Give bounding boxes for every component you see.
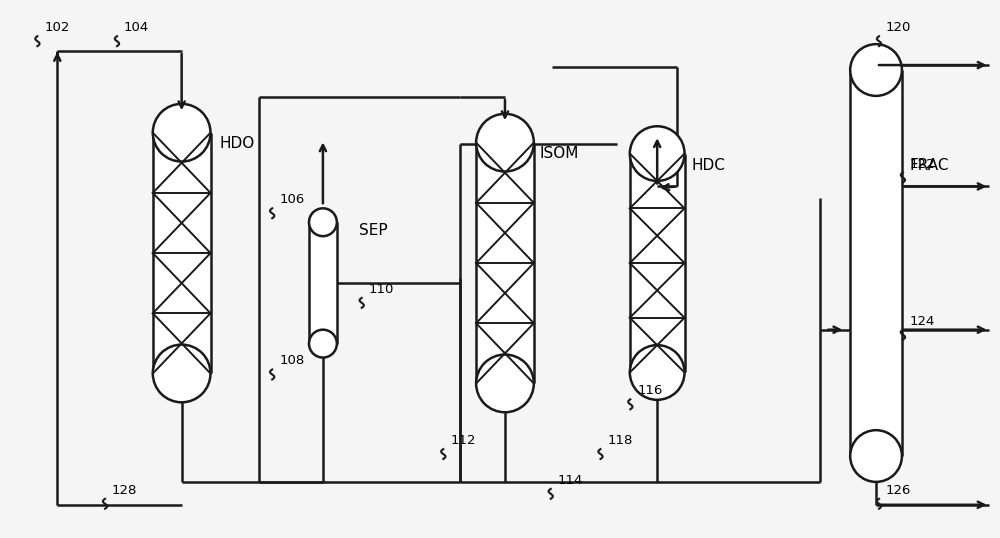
Text: 116: 116 <box>637 384 663 398</box>
Bar <box>309 222 337 344</box>
Text: SEP: SEP <box>359 223 387 238</box>
Ellipse shape <box>850 430 902 482</box>
Text: 124: 124 <box>910 315 935 328</box>
Text: ISOM: ISOM <box>540 146 579 160</box>
Text: HDC: HDC <box>691 159 725 173</box>
Ellipse shape <box>850 44 902 96</box>
Text: 118: 118 <box>607 434 633 447</box>
Text: 126: 126 <box>886 484 911 497</box>
Text: 114: 114 <box>558 474 583 487</box>
Bar <box>630 153 685 372</box>
Ellipse shape <box>153 104 211 161</box>
Ellipse shape <box>153 345 211 402</box>
Text: 104: 104 <box>124 21 149 34</box>
Ellipse shape <box>630 345 685 400</box>
Text: 110: 110 <box>369 283 394 296</box>
Text: 128: 128 <box>112 484 137 497</box>
Bar <box>850 70 902 456</box>
Ellipse shape <box>309 208 337 236</box>
Bar <box>153 133 211 373</box>
Ellipse shape <box>476 114 534 172</box>
Bar <box>476 143 534 384</box>
Text: 102: 102 <box>44 21 70 34</box>
Text: FRAC: FRAC <box>910 159 949 173</box>
Text: 106: 106 <box>279 193 304 207</box>
Ellipse shape <box>309 330 337 358</box>
Text: 108: 108 <box>279 355 304 367</box>
Text: 120: 120 <box>886 21 911 34</box>
Ellipse shape <box>476 355 534 412</box>
Ellipse shape <box>630 126 685 181</box>
Text: 122: 122 <box>910 158 935 171</box>
Text: HDO: HDO <box>219 136 255 151</box>
Text: 112: 112 <box>450 434 476 447</box>
